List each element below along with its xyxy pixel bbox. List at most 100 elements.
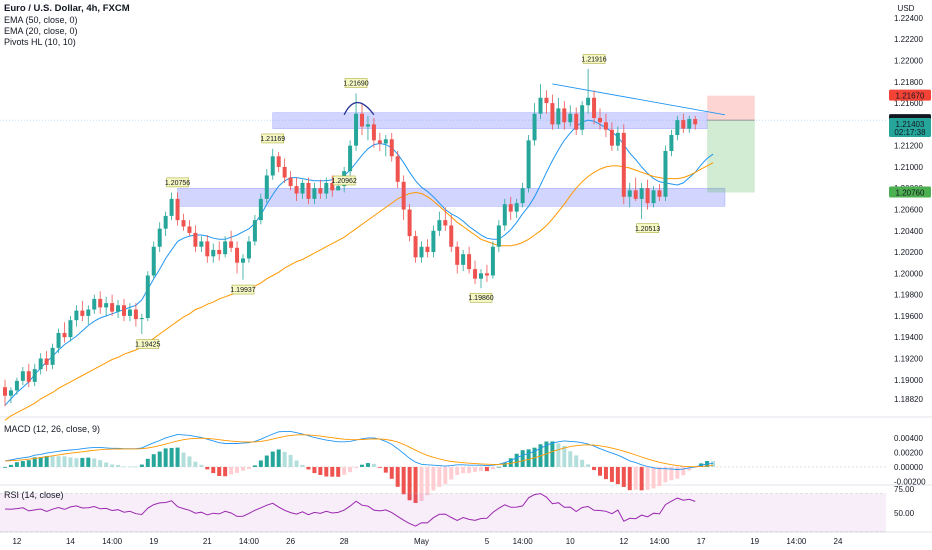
candle-body <box>264 175 269 199</box>
candle-body <box>455 246 460 265</box>
legend-macd[interactable]: MACD (12, 26, close, 9) <box>4 424 101 434</box>
macd-histogram-bar <box>508 458 513 467</box>
macd-histogram-bar <box>187 456 192 467</box>
macd-histogram-bar <box>306 466 311 470</box>
price-tick-label: 1.19200 <box>894 354 923 363</box>
time-tick-label: 12 <box>12 537 21 546</box>
candle-body <box>461 254 466 265</box>
macd-histogram-bar <box>431 466 436 491</box>
time-tick-label: May <box>414 537 429 546</box>
candle-body <box>312 188 317 199</box>
candle-body <box>407 209 412 237</box>
macd-histogram-bar <box>651 466 656 489</box>
price-tick-label: 1.21200 <box>894 142 923 151</box>
candle-body <box>181 220 186 227</box>
pivot-label-box <box>166 177 189 188</box>
candle-body <box>621 132 626 197</box>
candle-body <box>592 97 597 118</box>
macd-histogram-bar <box>389 466 394 479</box>
macd-histogram-bar <box>3 466 7 468</box>
candle-body <box>425 246 430 253</box>
macd-histogram-bar <box>110 464 115 467</box>
macd-histogram-bar <box>74 458 79 467</box>
candle-body <box>50 347 55 365</box>
legend-ema-50[interactable]: EMA (50, close, 0) <box>4 15 78 25</box>
candle-body <box>252 220 257 242</box>
candle-body <box>14 380 19 391</box>
candle-body <box>580 105 585 130</box>
macd-histogram-bar <box>324 466 329 477</box>
macd-histogram-bar <box>681 466 686 476</box>
pivot-label: 1.21169 <box>260 136 285 143</box>
candle-body <box>38 358 43 370</box>
candle-body <box>496 225 501 247</box>
candle-body <box>151 246 156 276</box>
macd-histogram-bar <box>360 464 364 467</box>
candle-body <box>502 204 507 226</box>
macd-histogram-bar <box>532 447 537 467</box>
stop-loss-zone <box>707 95 755 121</box>
candle-body <box>383 139 388 144</box>
price-tick-label: 1.20200 <box>894 248 923 257</box>
macd-histogram-bar <box>163 448 168 467</box>
price-tick-label: 1.21600 <box>894 99 923 108</box>
macd-histogram-bar <box>20 461 25 467</box>
candle-body <box>282 166 287 178</box>
pivot-label-box <box>332 175 356 186</box>
macd-histogram-bar <box>455 466 460 475</box>
macd-histogram-bar <box>484 466 489 472</box>
candle-body <box>145 275 150 319</box>
price-tick-label: 1.20400 <box>894 227 923 236</box>
candle-body <box>693 119 698 125</box>
symbol-title[interactable]: Euro / U.S. Dollar, 4h, FXCM <box>4 3 130 14</box>
legend-rsi[interactable]: RSI (14, close) <box>4 490 64 500</box>
candle-body <box>223 241 228 255</box>
legend-pivots[interactable]: Pivots HL (10, 10) <box>4 37 76 47</box>
price-tick-label: 1.18820 <box>894 395 923 404</box>
macd-histogram-bar <box>116 464 121 467</box>
macd-histogram-bar <box>609 466 614 482</box>
time-tick-label: 14:00 <box>513 537 534 546</box>
candle-body <box>526 140 531 189</box>
candle-body <box>360 113 364 127</box>
macd-histogram-bar <box>282 451 287 467</box>
legend-ema-20[interactable]: EMA (20, close, 0) <box>4 26 78 36</box>
macd-histogram-bar <box>354 466 359 469</box>
macd-tick-label: 0.00200 <box>894 449 923 458</box>
price-tick-label: 1.22200 <box>894 35 923 44</box>
macd-histogram-bar <box>205 466 210 470</box>
candle-body <box>532 113 537 141</box>
macd-tick-label: -0.00200 <box>894 477 926 486</box>
macd-histogram-bar <box>294 460 299 467</box>
trendline <box>552 83 726 116</box>
macd-histogram-bar <box>14 462 19 467</box>
double-top-arc <box>343 101 375 116</box>
candle-body <box>187 226 192 233</box>
candle-body <box>175 198 180 221</box>
pivot-label: 1.20513 <box>635 226 660 233</box>
candle-body <box>62 332 67 338</box>
price-tick-label: 1.22000 <box>894 57 923 66</box>
macd-histogram-bar <box>365 463 370 467</box>
macd-histogram-bar <box>133 466 138 468</box>
time-tick-label: 19 <box>750 537 759 546</box>
macd-histogram-bar <box>264 455 269 467</box>
candle-body <box>211 249 216 257</box>
candle-body <box>116 305 121 312</box>
candle-body <box>609 129 614 146</box>
candle-body <box>633 190 638 199</box>
candle-body <box>669 135 674 151</box>
candle-body <box>246 241 251 259</box>
candle-body <box>401 181 406 210</box>
macd-histogram-bar <box>169 447 174 467</box>
candle-body <box>44 358 49 365</box>
macd-histogram-bar <box>645 466 650 490</box>
candle-body <box>127 309 132 316</box>
take-profit-zone <box>707 120 755 193</box>
macd-histogram-bar <box>669 466 674 481</box>
candle-body <box>514 203 519 212</box>
candle-body <box>639 188 644 199</box>
candle-body <box>193 232 198 247</box>
macd-histogram-bar <box>526 449 531 467</box>
